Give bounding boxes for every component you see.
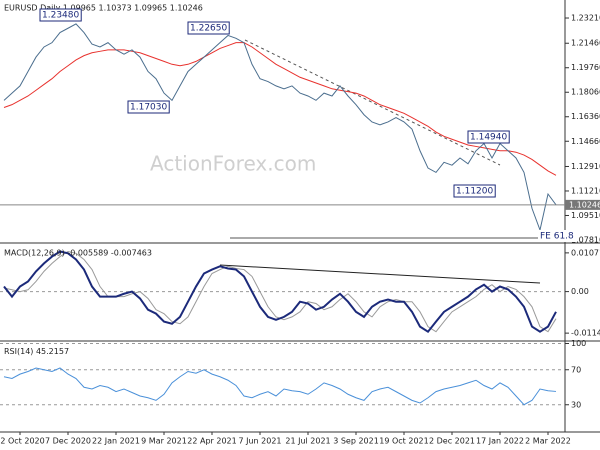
y-tick-label: 1.09510 (571, 211, 600, 220)
annotation-box (39, 8, 82, 22)
y-tick-label: 1.12910 (571, 162, 600, 171)
watermark: ActionForex.com (150, 152, 316, 176)
y-tick-label: 30 (571, 400, 581, 409)
annotation-box (187, 21, 230, 35)
y-tick-label: 1.11210 (571, 186, 600, 195)
x-tick-label: 2 Mar 2022 (525, 437, 571, 446)
trend-line (244, 39, 501, 166)
annotation-box (453, 184, 496, 198)
annotation-label: 1.23480 (42, 11, 79, 21)
series-line (3, 367, 557, 406)
x-tick-label: 7 Jun 2021 (238, 437, 281, 446)
series-line (3, 250, 557, 334)
y-tick-label: 0.010719 (571, 248, 600, 257)
macd-trend-line (219, 264, 541, 284)
x-tick-label: 3 Sep 2021 (333, 437, 379, 446)
y-tick-label: 1.14660 (571, 137, 600, 146)
x-tick-label: 7 Dec 2020 (45, 437, 91, 446)
annotation-label: 1.17030 (130, 103, 167, 113)
panel-title: EURUSD Daily 1.09965 1.10373 1.09965 1.1… (4, 4, 203, 13)
series-line (3, 42, 557, 176)
x-tick-label: 22 Jan 2021 (92, 437, 140, 446)
y-tick-label: -0.011499 (571, 329, 600, 338)
panel-title: MACD(12,26,9) -0.005589 -0.007463 (4, 249, 152, 258)
x-tick-label: 9 Mar 2021 (141, 437, 187, 446)
annotation-box (538, 230, 576, 242)
y-tick-label: 1.07810 (571, 235, 600, 244)
y-tick-label: 1.23210 (571, 14, 600, 23)
panel-title: RSI(14) 45.2157 (4, 347, 69, 356)
y-tick-label: 1.19760 (571, 63, 600, 72)
annotation-label: 1.22650 (190, 24, 227, 34)
y-tick-label: 100 (571, 339, 586, 348)
x-tick-label: 2 Dec 2021 (429, 437, 475, 446)
y-tick-label: 1.16360 (571, 112, 600, 121)
annotation-box (127, 100, 170, 114)
y-tick-label: 0.00 (571, 287, 589, 296)
annotation-label: 1.14940 (470, 133, 507, 143)
x-tick-label: 19 Oct 2021 (379, 437, 428, 446)
series-line (3, 23, 557, 232)
y-tick-label: 70 (571, 365, 581, 374)
y-tick-label: 1.18060 (571, 88, 600, 97)
x-tick-label: 22 Oct 2020 (0, 437, 45, 446)
y-tick-label: 1.21460 (571, 39, 600, 48)
annotation-label: FE 61.8 (540, 232, 574, 242)
x-tick-label: 17 Jan 2022 (476, 437, 524, 446)
annotation-box (467, 130, 510, 144)
last-price-label: 1.10246 (569, 200, 600, 209)
x-tick-label: 22 Apr 2021 (187, 437, 236, 446)
annotation-label: 1.11200 (456, 187, 493, 197)
x-tick-label: 21 Jul 2021 (285, 437, 330, 446)
last-price-box (565, 199, 600, 210)
